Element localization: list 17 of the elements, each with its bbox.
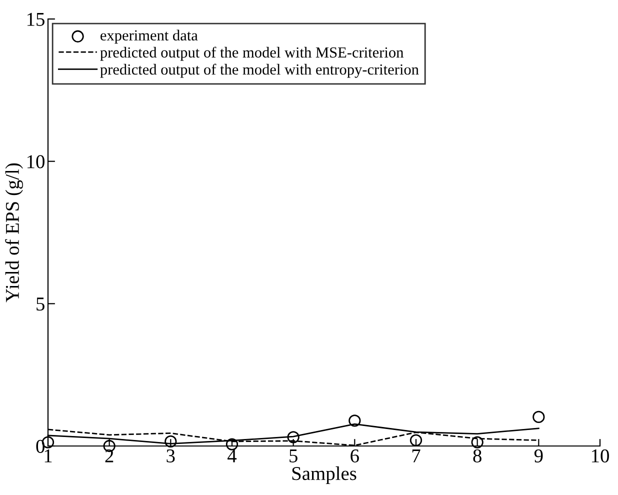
x-tick-label: 5 [290,450,298,462]
x-tick-label: 7 [412,450,420,462]
x-tick-label: 10 [592,449,609,462]
legend-label: experiment data [100,30,198,44]
x-tick-label: 8 [473,449,482,462]
x-tick-label: 6 [350,449,359,462]
x-tick-label: 4 [228,449,237,462]
x-tick-label: 9 [534,449,543,462]
legend-label: predicted output of the model with MSE-criterion [100,46,404,61]
y-tick-label: 5 [36,298,44,311]
y-tick-label: 15 [27,12,44,26]
legend-label: predicted output of the model with entropy-criterion [100,64,419,78]
x-axis-title: Samples [292,466,356,484]
x-tick-label: 3 [166,449,175,462]
y-tick-label: 10 [27,155,44,168]
y-axis-title: Yield of EPS (g/l) [5,163,23,302]
x-tick-label: 1 [44,449,52,462]
